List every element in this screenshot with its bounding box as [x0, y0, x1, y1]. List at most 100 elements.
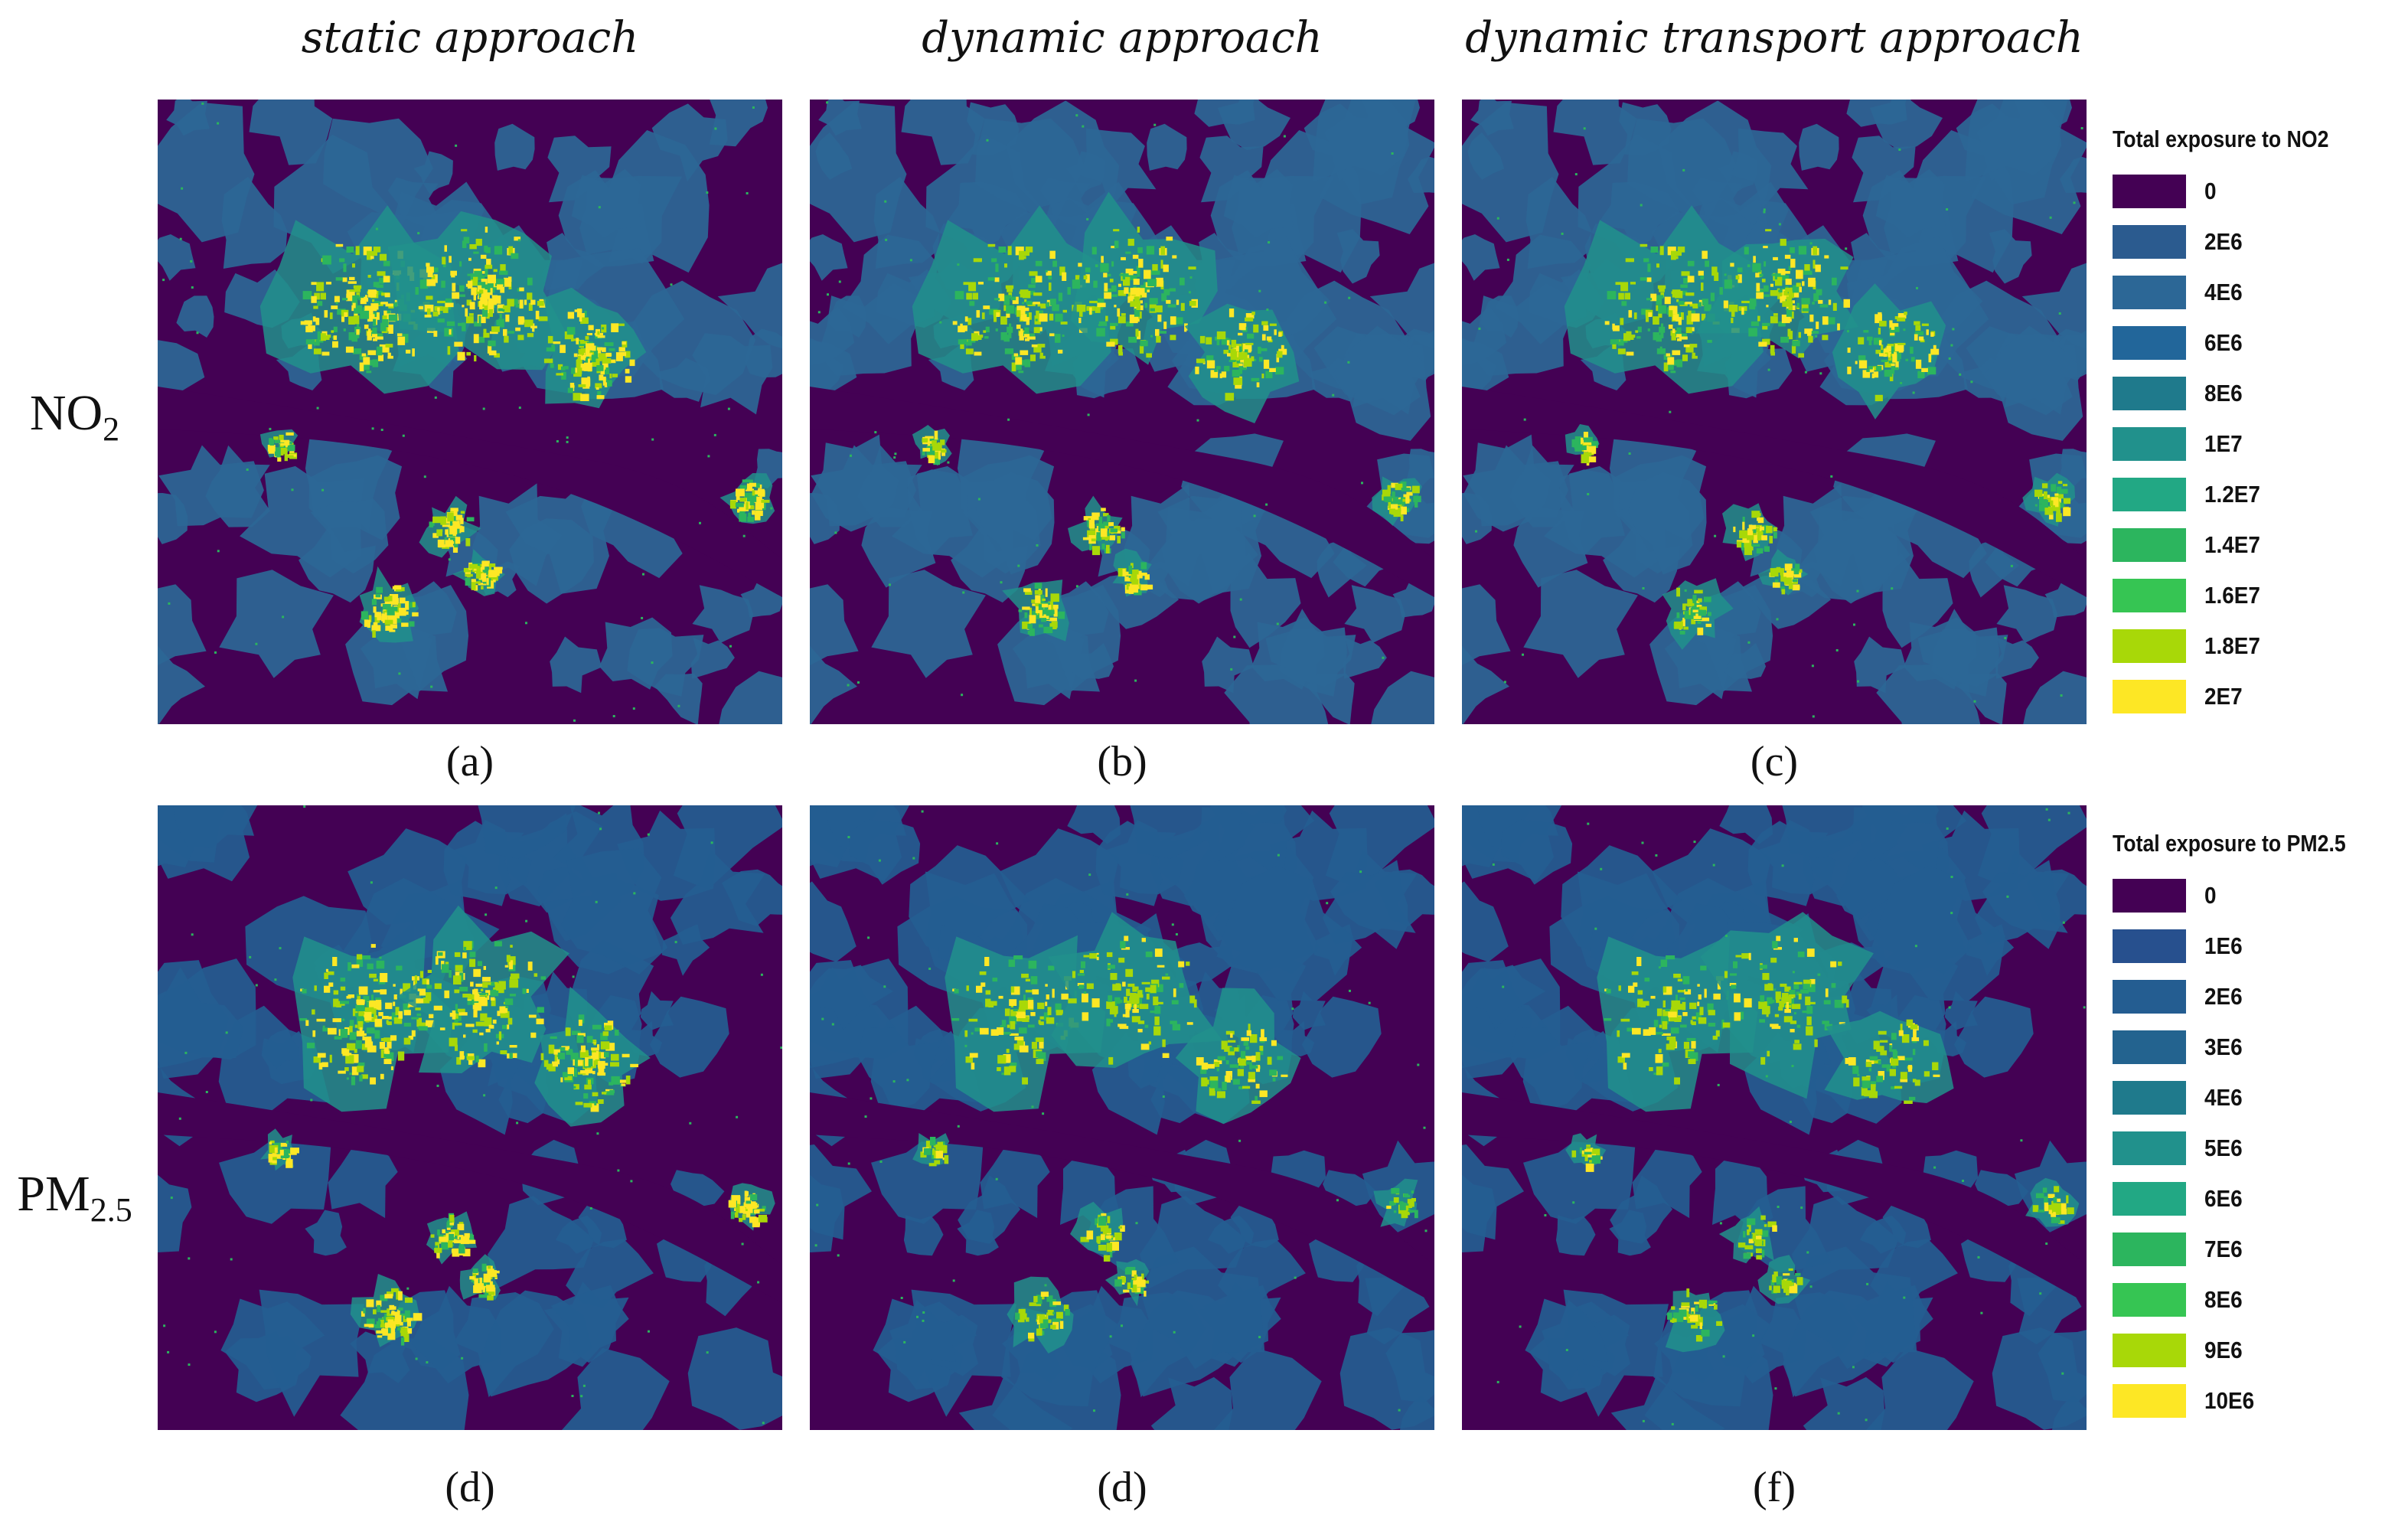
legend-value: 1E7: [2204, 430, 2243, 457]
legend-item: 1.4E7: [2113, 525, 2403, 576]
legend-swatch: [2113, 326, 2186, 360]
row-label-pm25: PM2.5: [0, 1164, 149, 1241]
legend-swatch: [2113, 929, 2186, 963]
legend-swatch: [2113, 276, 2186, 309]
exposure-map: [158, 805, 782, 1430]
legend-swatch: [2113, 478, 2186, 511]
legend-value: 3E6: [2204, 1033, 2243, 1060]
panel-label-f: (f): [1753, 1464, 1796, 1511]
legend-value: 8E6: [2204, 380, 2243, 406]
legend-swatch: [2113, 629, 2186, 663]
legend-item: 3E6: [2113, 1027, 2403, 1078]
column-title-dynamic-transport: dynamic transport approach: [1465, 13, 2083, 63]
map-panel-a: [158, 100, 782, 724]
legend-title-pm25: Total exposure to PM2.5: [2113, 830, 2346, 857]
legend-swatch: [2113, 1384, 2186, 1418]
exposure-map: [810, 100, 1434, 724]
legend-swatch: [2113, 879, 2186, 913]
legend-item: 6E6: [2113, 323, 2403, 374]
row-label-no2-main: NO: [29, 385, 103, 441]
legend-swatch: [2113, 528, 2186, 562]
row-label-no2: NO2: [0, 383, 149, 460]
legend-item: 8E6: [2113, 374, 2403, 424]
legend-swatch: [2113, 427, 2186, 461]
legend-item: 9E6: [2113, 1330, 2403, 1381]
legend-item: 0: [2113, 876, 2403, 926]
panel-label-c: (c): [1750, 738, 1799, 785]
legend-value: 8E6: [2204, 1286, 2243, 1313]
legend-item: 4E6: [2113, 1078, 2403, 1128]
legend-value: 1.4E7: [2204, 531, 2260, 558]
exposure-map: [158, 100, 782, 724]
exposure-map: [810, 805, 1434, 1430]
panel-label-a: (a): [445, 738, 494, 785]
legend-item: 1.6E7: [2113, 576, 2403, 626]
legend-item: 0: [2113, 171, 2403, 222]
legend-value: 4E6: [2204, 279, 2243, 305]
legend-swatch: [2113, 1233, 2186, 1266]
legend-value: 2E6: [2204, 983, 2243, 1010]
legend-items-pm25: 0 1E6 2E6 3E6 4E6 5E6 6E6 7E6 8E6 9E6 10E6: [2113, 876, 2403, 1432]
legend-item: 6E6: [2113, 1179, 2403, 1229]
map-panel-f: [1462, 805, 2087, 1430]
legend-swatch: [2113, 175, 2186, 208]
map-panel-d: [158, 805, 782, 1430]
legend-pm25: Total exposure to PM2.5 0 1E6 2E6 3E6 4E6 5E6…: [2113, 827, 2403, 1432]
legend-value: 1E6: [2204, 932, 2243, 959]
legend-value: 1.2E7: [2204, 481, 2260, 508]
legend-value: 0: [2204, 882, 2217, 909]
legend-item: 2E7: [2113, 677, 2403, 727]
legend-item: 2E6: [2113, 222, 2403, 273]
legend-value: 10E6: [2204, 1387, 2255, 1414]
exposure-map: [1462, 100, 2087, 724]
legend-item: 5E6: [2113, 1128, 2403, 1179]
legend-swatch: [2113, 1131, 2186, 1165]
legend-value: 2E7: [2204, 683, 2243, 710]
legend-swatch: [2113, 1182, 2186, 1216]
legend-value: 2E6: [2204, 228, 2243, 255]
panel-label-d-dynamic: (d): [1097, 1464, 1147, 1511]
legend-item: 10E6: [2113, 1381, 2403, 1432]
legend-swatch: [2113, 1283, 2186, 1317]
map-panel-e: [810, 805, 1434, 1430]
legend-swatch: [2113, 980, 2186, 1014]
legend-item: 1.2E7: [2113, 475, 2403, 525]
legend-swatch: [2113, 1334, 2186, 1367]
legend-item: 7E6: [2113, 1229, 2403, 1280]
row-label-pm25-main: PM: [17, 1166, 90, 1222]
column-title-dynamic: dynamic approach: [922, 13, 1323, 63]
legend-item: 1E6: [2113, 926, 2403, 977]
legend-no2: Total exposure to NO2 0 2E6 4E6 6E6 8E6 1E7 1.…: [2113, 122, 2403, 727]
legend-value: 1.8E7: [2204, 632, 2260, 659]
exposure-map: [1462, 805, 2087, 1430]
legend-value: 9E6: [2204, 1337, 2243, 1363]
legend-swatch: [2113, 377, 2186, 410]
legend-value: 5E6: [2204, 1135, 2243, 1161]
row-label-pm25-sub: 2.5: [90, 1191, 132, 1229]
legend-value: 1.6E7: [2204, 582, 2260, 609]
panel-label-d: (d): [445, 1464, 495, 1511]
legend-item: 4E6: [2113, 273, 2403, 323]
legend-item: 1.8E7: [2113, 626, 2403, 677]
legend-items-no2: 0 2E6 4E6 6E6 8E6 1E7 1.2E7 1.4E7 1.6E7 1.8E7 2E7: [2113, 171, 2403, 727]
legend-value: 4E6: [2204, 1084, 2243, 1111]
legend-swatch: [2113, 225, 2186, 259]
legend-value: 6E6: [2204, 329, 2243, 356]
map-panel-c: [1462, 100, 2087, 724]
legend-swatch: [2113, 1030, 2186, 1064]
legend-value: 6E6: [2204, 1185, 2243, 1212]
legend-value: 0: [2204, 178, 2217, 204]
legend-item: 2E6: [2113, 977, 2403, 1027]
legend-value: 7E6: [2204, 1236, 2243, 1262]
map-panel-b: [810, 100, 1434, 724]
legend-swatch: [2113, 680, 2186, 713]
panel-label-b: (b): [1097, 738, 1147, 785]
legend-title-no2: Total exposure to NO2: [2113, 126, 2329, 152]
legend-swatch: [2113, 579, 2186, 612]
legend-item: 8E6: [2113, 1280, 2403, 1330]
legend-item: 1E7: [2113, 424, 2403, 475]
column-title-static: static approach: [301, 13, 639, 63]
legend-swatch: [2113, 1081, 2186, 1115]
row-label-no2-sub: 2: [103, 410, 120, 448]
